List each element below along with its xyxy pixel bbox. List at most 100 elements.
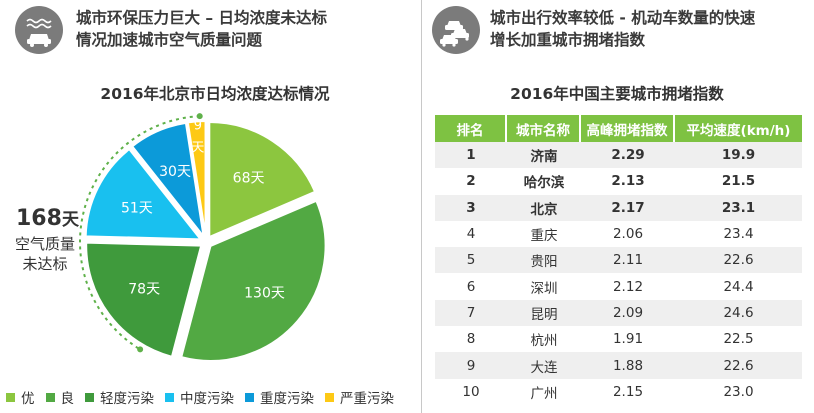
legend-swatch <box>325 392 334 402</box>
table-row: 7 昆明 2.09 24.6 <box>435 299 802 327</box>
table-cell: 6 <box>435 273 507 300</box>
table-cell: 2.09 <box>581 299 675 327</box>
table-row: 2 哈尔滨 2.13 21.5 <box>435 168 802 195</box>
legend-swatch <box>85 392 94 402</box>
table-header-cell: 排名 <box>435 115 507 142</box>
table-cell: 2.13 <box>581 168 675 195</box>
table-header-cell: 高峰拥堵指数 <box>581 115 675 142</box>
table-cell: 2.29 <box>581 142 675 169</box>
table-row: 1 济南 2.29 19.9 <box>435 142 802 169</box>
table-cell: 2.15 <box>581 378 675 405</box>
right-panel: 城市出行效率较低 - 机动车数量的快速 增长加重城市拥堵指数 2016年中国主要… <box>422 0 814 413</box>
left-header-line1: 城市环保压力巨大 – 日均浓度未达标 <box>76 9 328 27</box>
right-header-line2: 增长加重城市拥堵指数 <box>490 31 646 49</box>
table-cell: 2.12 <box>581 273 675 300</box>
table-cell: 1 <box>435 142 507 169</box>
table-cell: 10 <box>435 378 507 405</box>
total-days-unit: 天 <box>61 210 79 230</box>
table-cell: 23.4 <box>675 220 802 248</box>
table-cell: 5 <box>435 247 507 274</box>
table-cell: 21.5 <box>675 168 802 195</box>
legend-item-2: 轻度污染 <box>85 387 154 407</box>
legend-label: 严重污染 <box>340 391 394 407</box>
table-header-cell: 城市名称 <box>507 115 581 142</box>
legend-swatch <box>245 392 254 402</box>
pie-chart: 68天 130天 78天 51天 30天 9 天 <box>79 113 327 362</box>
legend-item-3: 中度污染 <box>165 387 234 407</box>
table-cell: 2.06 <box>581 220 675 248</box>
table-row: 4 重庆 2.06 23.4 <box>435 220 802 248</box>
bracket-end-dot-bottom <box>137 346 144 353</box>
legend-item-1: 良 <box>45 387 75 407</box>
pie-label-1: 130天 <box>244 286 285 302</box>
table-cell: 19.9 <box>675 142 802 169</box>
table-cell: 杭州 <box>507 326 581 353</box>
table-cell: 8 <box>435 326 507 353</box>
right-header-line1: 城市出行效率较低 - 机动车数量的快速 <box>490 9 756 27</box>
pie-label-4: 30天 <box>159 164 191 180</box>
table-cell: 贵阳 <box>507 247 581 274</box>
table-cell: 3 <box>435 194 507 221</box>
table-cell: 22.6 <box>675 352 802 379</box>
table-cell: 2 <box>435 168 507 195</box>
left-panel: 城市环保压力巨大 – 日均浓度未达标 情况加速城市空气质量问题 2016年北京市… <box>6 6 405 407</box>
table-cell: 大连 <box>507 352 581 379</box>
table-cell: 24.4 <box>675 273 802 300</box>
pie-label-unit-5: 天 <box>191 140 204 155</box>
legend-label: 轻度污染 <box>100 391 154 407</box>
pie-slice-0 <box>208 120 317 239</box>
table-row: 3 北京 2.17 23.1 <box>435 194 802 221</box>
legend-label: 良 <box>60 391 75 407</box>
table-cell: 22.5 <box>675 326 802 353</box>
table-cell: 9 <box>435 352 507 379</box>
pie-label-5: 9 <box>194 118 202 133</box>
left-header-line2: 情况加速城市空气质量问题 <box>76 31 263 49</box>
legend-swatch <box>6 392 15 402</box>
table-cell: 23.0 <box>675 378 802 405</box>
pie-slice-3 <box>84 147 203 241</box>
table-cell: 2.17 <box>581 194 675 221</box>
legend-item-5: 严重污染 <box>325 387 394 407</box>
panel-divider <box>421 0 422 413</box>
table-cell: 23.1 <box>675 194 802 221</box>
pie-chart-title: 2016年北京市日均浓度达标情况 <box>100 85 330 103</box>
table-cell: 7 <box>435 299 507 327</box>
total-days-description: 空气质量 未达标 <box>10 234 80 274</box>
table-cell: 重庆 <box>507 220 581 248</box>
table-row: 8 杭州 1.91 22.5 <box>435 326 802 353</box>
bracket-end-dot-top <box>196 113 203 120</box>
left-header-title: 城市环保压力巨大 – 日均浓度未达标 情况加速城市空气质量问题 <box>76 7 327 51</box>
pie-label-3: 51天 <box>121 200 153 216</box>
table-header-row: 排名 城市名称 高峰拥堵指数 平均速度(km/h) <box>435 115 802 142</box>
pie-label-0: 68天 <box>233 170 265 186</box>
pie-label-2: 78天 <box>128 281 160 297</box>
table-body: 1 济南 2.29 19.9 2 哈尔滨 2.13 21.5 3 北京 2.17 23.1 4 重庆 2.0… <box>435 142 802 405</box>
right-header-title: 城市出行效率较低 - 机动车数量的快速 增长加重城市拥堵指数 <box>490 7 755 51</box>
table-cell: 1.88 <box>581 352 675 379</box>
pie-slice-1 <box>180 199 327 362</box>
table-cell: 深圳 <box>507 273 581 300</box>
table-cell: 济南 <box>507 142 581 169</box>
table-row: 9 大连 1.88 22.6 <box>435 352 802 379</box>
table-cell: 1.91 <box>581 326 675 353</box>
total-desc-line2: 未达标 <box>22 255 68 273</box>
congestion-table: 排名 城市名称 高峰拥堵指数 平均速度(km/h) 1 济南 2.29 19.9 2 哈尔滨 2.… <box>435 115 802 405</box>
legend-item-4: 重度污染 <box>245 387 314 407</box>
pie-legend: 优 良 轻度污染 中度污染 重度污染 严重污染 <box>6 387 405 407</box>
table-cell: 广州 <box>507 378 581 405</box>
total-days-value: 168天 <box>16 205 79 231</box>
legend-swatch <box>45 392 55 402</box>
legend-swatch <box>165 392 174 402</box>
air-pollution-icon <box>15 6 63 54</box>
pie-slice-4 <box>130 121 206 241</box>
table-row: 5 贵阳 2.11 22.6 <box>435 247 802 274</box>
table-row: 10 广州 2.15 23.0 <box>435 378 802 405</box>
traffic-jam-icon <box>432 6 480 54</box>
legend-label: 优 <box>21 391 35 407</box>
table-title: 2016年中国主要城市拥堵指数 <box>510 85 724 103</box>
table-cell: 昆明 <box>507 299 581 327</box>
table-cell: 哈尔滨 <box>507 168 581 195</box>
total-desc-line1: 空气质量 <box>14 235 75 253</box>
pie-slice-2 <box>85 241 203 359</box>
legend-label: 重度污染 <box>260 391 314 407</box>
